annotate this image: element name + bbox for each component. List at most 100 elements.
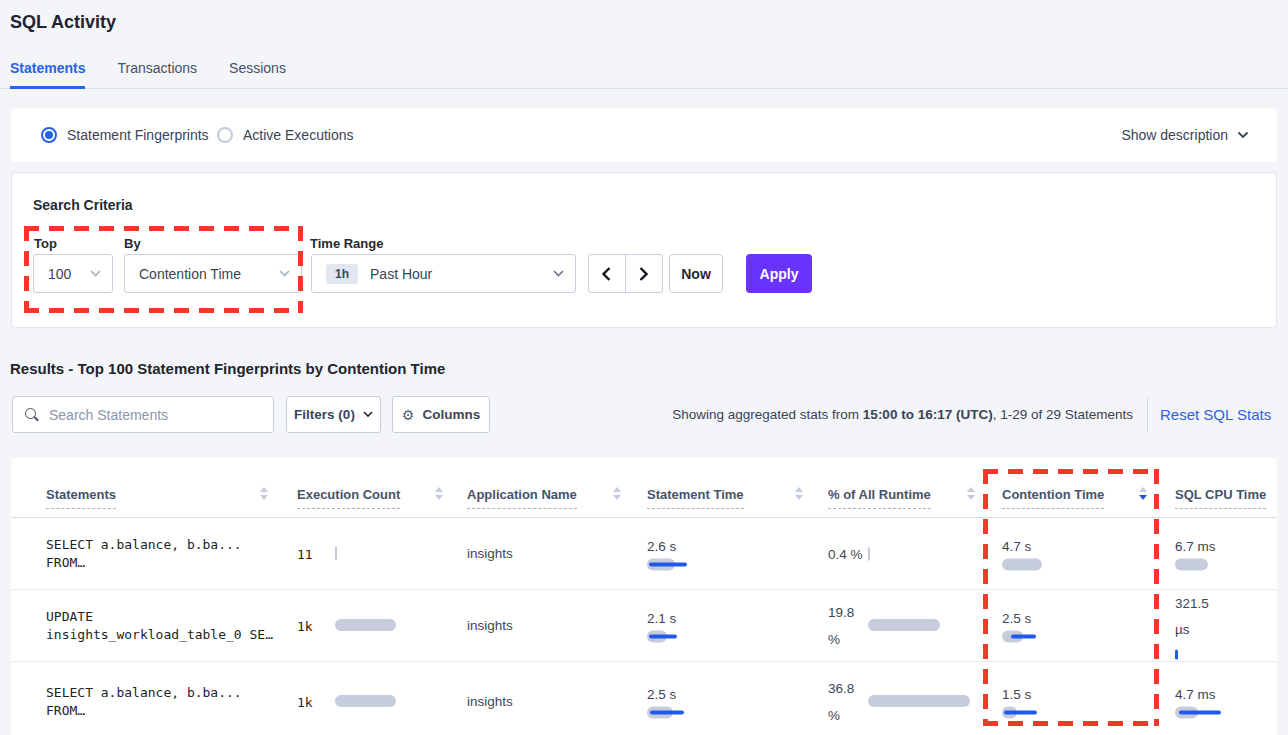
column-header-statements[interactable]: Statements — [46, 485, 116, 503]
aggregated-stats-text: Showing aggregated stats from 15:00 to 1… — [672, 407, 1133, 422]
execution-count-value: 11 — [297, 547, 313, 562]
statement-text-line: FROM… — [46, 702, 242, 720]
column-header-label[interactable]: Contention Time — [1002, 487, 1104, 509]
execution-count-cell: 1k — [297, 693, 313, 711]
column-header-label[interactable]: Application Name — [467, 487, 577, 509]
sort-icon[interactable] — [613, 487, 621, 500]
sort-icon[interactable] — [967, 487, 975, 500]
statement-text-line: FROM… — [46, 554, 242, 572]
pct-runtime-value: 0.4 % — [828, 540, 868, 567]
radio-statement-fingerprints[interactable]: Statement Fingerprints — [41, 108, 209, 162]
contention-time-cell: 4.7 s — [1002, 536, 1031, 571]
statement-text-line: SELECT a.balance, b.ba... — [46, 536, 242, 554]
column-header-contention_time[interactable]: Contention Time — [1002, 485, 1104, 503]
value-bar — [1002, 630, 1031, 643]
reset-sql-stats-link[interactable]: Reset SQL Stats — [1160, 406, 1271, 423]
column-header-statement_time[interactable]: Statement Time — [647, 485, 744, 503]
filters-label: Filters (0) — [294, 407, 355, 422]
value-bar — [1175, 706, 1216, 719]
column-header-label[interactable]: Statements — [46, 487, 116, 509]
apply-button[interactable]: Apply — [746, 254, 812, 293]
column-header-execution_count[interactable]: Execution Count — [297, 485, 400, 503]
view-toggle-bar: Statement Fingerprints Active Executions… — [11, 108, 1277, 162]
pct-runtime-cell: 0.4 % — [828, 540, 978, 567]
statement-text-line: insights_workload_table_0 SE… — [46, 626, 273, 644]
value-bar — [335, 619, 415, 632]
by-label: By — [124, 236, 141, 251]
sort-icon[interactable] — [795, 487, 803, 500]
pct-runtime-value: 36.8 % — [828, 675, 868, 729]
column-header-label[interactable]: Statement Time — [647, 487, 744, 509]
contention-time-value: 2.5 s — [1002, 608, 1031, 628]
statement-link[interactable]: UPDATEinsights_workload_table_0 SE… — [46, 608, 273, 644]
statement-link[interactable]: SELECT a.balance, b.ba...FROM… — [46, 536, 242, 572]
show-description-toggle[interactable]: Show description — [1121, 108, 1249, 162]
search-statements-input[interactable]: Search Statements — [12, 396, 274, 433]
filters-button[interactable]: Filters (0) — [286, 396, 381, 433]
pct-runtime-value: 19.8 % — [828, 599, 868, 653]
execution-count-cell: 11 — [297, 545, 313, 563]
value-bar — [647, 630, 676, 643]
application-name-value: insights — [467, 544, 513, 564]
time-range-select[interactable]: 1h Past Hour — [311, 254, 576, 293]
radio-label: Statement Fingerprints — [67, 127, 209, 143]
top-label: Top — [34, 236, 57, 251]
columns-button[interactable]: ⚙ Columns — [392, 396, 490, 433]
value-bar — [1002, 706, 1031, 719]
contention-time-cell: 2.5 s — [1002, 608, 1031, 643]
radio-unselected-icon[interactable] — [217, 127, 233, 143]
search-criteria-card: Search Criteria Top By Time Range 100 Co… — [11, 172, 1277, 328]
statements-table: Statements Execution Count Application Nam… — [11, 458, 1277, 735]
value-bar — [1002, 558, 1031, 571]
contention-time-cell: 1.5 s — [1002, 684, 1031, 719]
sql-cpu-time-cell: 4.7 ms — [1175, 684, 1216, 719]
statement-text-line: SELECT a.balance, b.ba... — [46, 684, 242, 702]
next-time-button[interactable] — [626, 255, 663, 292]
column-header-label[interactable]: SQL CPU Time — [1175, 487, 1266, 509]
chevron-down-icon — [553, 270, 564, 277]
statement-time-cell: 2.5 s — [647, 684, 676, 719]
show-description-label: Show description — [1121, 127, 1228, 143]
search-criteria-heading: Search Criteria — [33, 197, 133, 213]
by-select-value: Contention Time — [139, 266, 241, 282]
column-header-pct_runtime[interactable]: % of All Runtime — [828, 485, 931, 503]
value-bar — [1175, 558, 1216, 571]
radio-selected-icon[interactable] — [41, 127, 57, 143]
sort-icon[interactable] — [1139, 487, 1147, 500]
pct-runtime-cell: 36.8 % — [828, 675, 978, 729]
tab-bar: Statements Transactions Sessions — [0, 57, 1288, 89]
tab-statements[interactable]: Statements — [10, 57, 85, 89]
value-bar — [868, 695, 978, 708]
contention-time-value: 1.5 s — [1002, 684, 1031, 704]
by-select[interactable]: Contention Time — [124, 254, 302, 293]
prev-time-button[interactable] — [589, 255, 626, 292]
value-bar — [647, 558, 676, 571]
top-select[interactable]: 100 — [33, 254, 113, 293]
statement-time-value: 2.6 s — [647, 536, 676, 556]
now-button[interactable]: Now — [669, 254, 723, 293]
top-select-value: 100 — [48, 266, 71, 282]
chevron-down-icon — [90, 270, 101, 277]
radio-active-executions[interactable]: Active Executions — [217, 108, 354, 162]
sql-cpu-time-value: 6.7 ms — [1175, 536, 1216, 556]
table-row: UPDATEinsights_workload_table_0 SE…1kins… — [11, 589, 1277, 661]
sort-icon[interactable] — [435, 487, 443, 500]
value-bar — [647, 706, 676, 719]
tab-transactions[interactable]: Transactions — [117, 57, 197, 89]
sort-icon[interactable] — [260, 487, 268, 500]
value-bar — [868, 547, 978, 560]
columns-label: Columns — [422, 407, 480, 422]
tab-sessions[interactable]: Sessions — [229, 57, 286, 89]
column-header-label[interactable]: % of All Runtime — [828, 487, 931, 509]
results-heading: Results - Top 100 Statement Fingerprints… — [10, 360, 445, 377]
column-header-sql_cpu_time[interactable]: SQL CPU Time — [1175, 485, 1266, 503]
statement-time-value: 2.5 s — [647, 684, 676, 704]
time-range-label: Time Range — [310, 236, 383, 251]
table-row: SELECT a.balance, b.ba...FROM… 11 insights… — [11, 518, 1277, 589]
column-header-label[interactable]: Execution Count — [297, 487, 400, 509]
pct-runtime-cell: 19.8 % — [828, 599, 978, 653]
column-header-application_name[interactable]: Application Name — [467, 485, 577, 503]
statement-time-cell: 2.6 s — [647, 536, 676, 571]
statement-link[interactable]: SELECT a.balance, b.ba...FROM… — [46, 684, 242, 720]
chevron-down-icon — [279, 270, 290, 277]
